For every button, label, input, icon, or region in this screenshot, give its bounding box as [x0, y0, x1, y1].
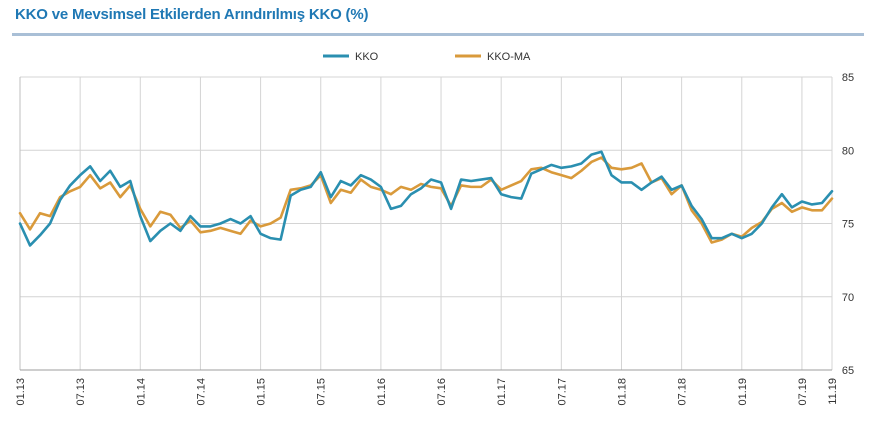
y-tick-label: 85 — [842, 72, 854, 84]
x-tick-label: 01.16 — [376, 378, 388, 406]
x-tick-label: 01.18 — [616, 378, 628, 406]
legend-label-kko: KKO — [355, 51, 379, 63]
y-tick-label: 80 — [842, 145, 854, 157]
axes: 65 70 75 80 85 01.13 07.13 01.14 07.14 01.15 07.15… — [15, 72, 854, 406]
series-line-kko-ma — [18, 156, 834, 244]
y-tick-label: 75 — [842, 219, 854, 231]
x-tick-label: 07.18 — [677, 378, 689, 406]
x-tick-label: 07.19 — [797, 378, 809, 406]
series-line-kko — [18, 150, 834, 247]
title-underline — [12, 33, 864, 36]
x-tick-label: 11.19 — [827, 378, 839, 405]
x-tick-label: 01.13 — [15, 378, 27, 406]
y-tick-label: 70 — [842, 292, 854, 304]
x-tick-label: 07.17 — [556, 378, 568, 406]
legend: KKO KKO-MA — [323, 51, 531, 63]
x-tick-label: 07.13 — [75, 378, 87, 406]
x-tick-label: 01.17 — [496, 378, 508, 406]
x-tick-label: 07.16 — [436, 378, 448, 406]
y-tick-label: 65 — [842, 365, 854, 377]
x-tick-label: 01.15 — [256, 378, 268, 406]
x-tick-label: 01.14 — [135, 378, 147, 406]
x-tick-label: 07.14 — [195, 378, 207, 406]
chart-title: KKO ve Mevsimsel Etkilerden Arındırılmış… — [15, 6, 369, 23]
series-lines — [18, 150, 834, 247]
x-tick-label: 07.15 — [316, 378, 328, 406]
x-tick-label: 01.19 — [737, 378, 749, 406]
legend-label-kko-ma: KKO-MA — [487, 51, 531, 63]
grid — [19, 76, 833, 371]
